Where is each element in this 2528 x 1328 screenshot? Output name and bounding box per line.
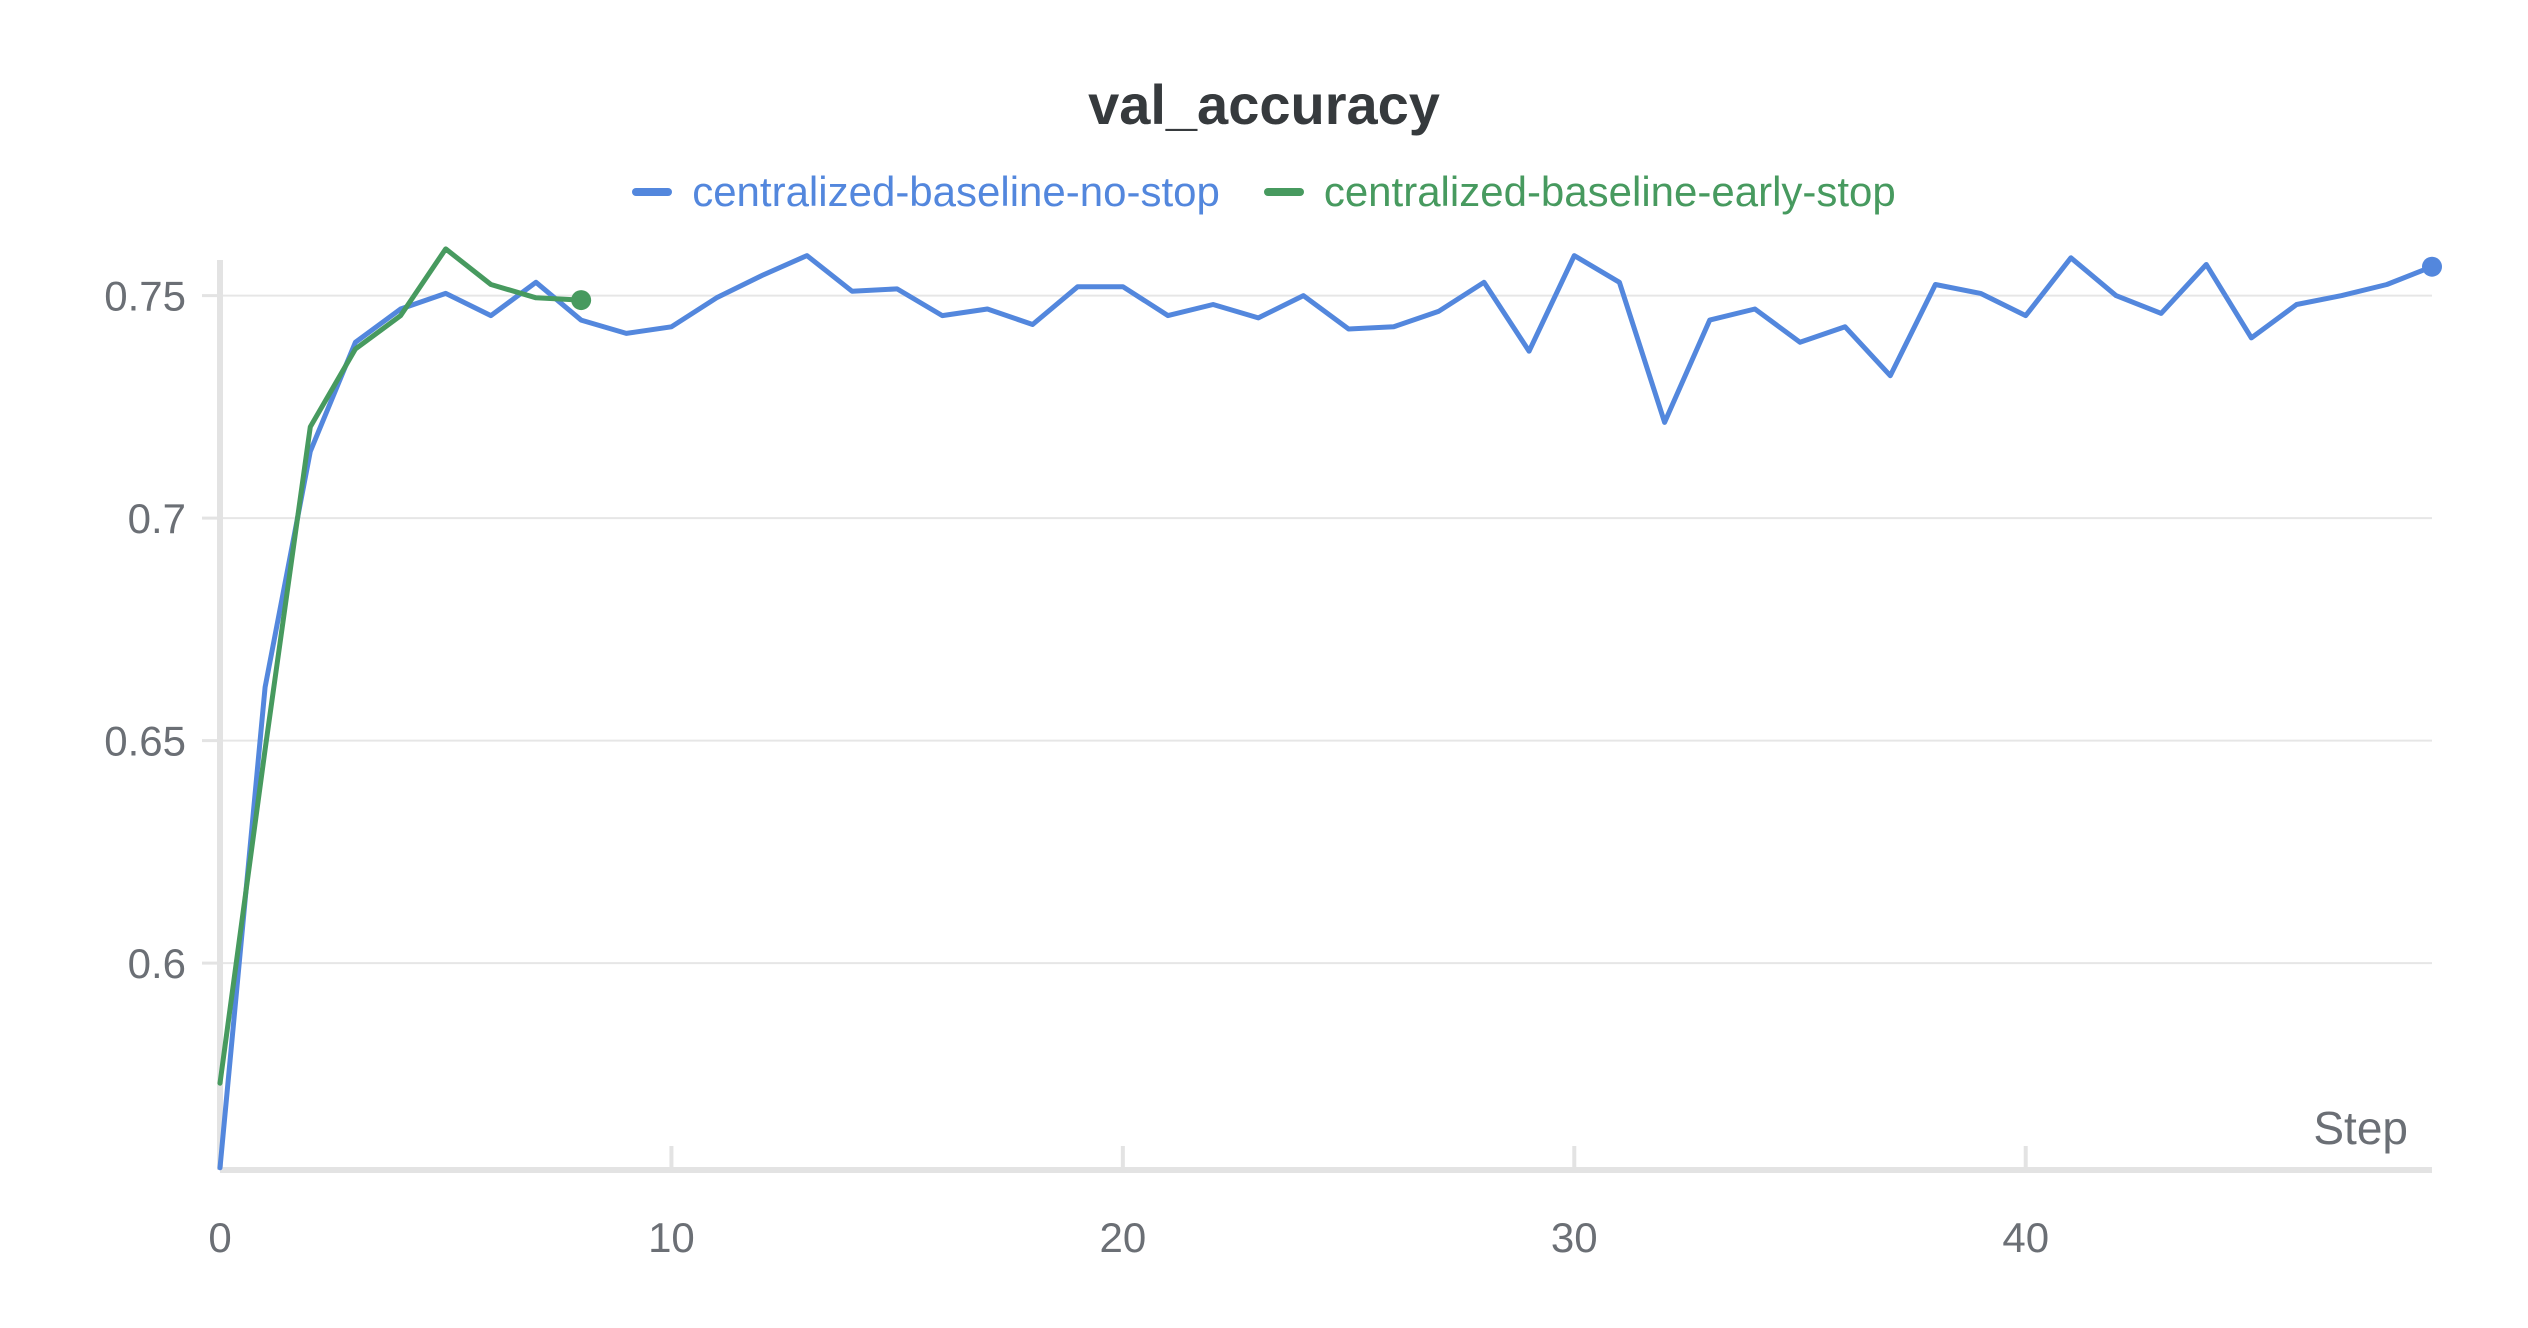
data-point[interactable] <box>759 273 765 279</box>
data-point[interactable] <box>714 295 720 301</box>
data-point[interactable] <box>1346 326 1352 332</box>
data-point[interactable] <box>488 281 494 287</box>
x-tick-label: 10 <box>648 1214 695 1261</box>
data-point[interactable] <box>307 424 313 430</box>
data-point[interactable] <box>398 313 404 319</box>
x-axis-title: Step <box>2313 1102 2408 1154</box>
data-point[interactable] <box>443 290 449 296</box>
data-point[interactable] <box>352 346 358 352</box>
series-line-1[interactable] <box>217 246 584 1086</box>
series-layer <box>217 246 2442 1171</box>
data-point[interactable] <box>668 324 674 330</box>
data-point[interactable] <box>2068 255 2074 261</box>
data-point[interactable] <box>1391 324 1397 330</box>
data-point[interactable] <box>894 286 900 292</box>
data-point[interactable] <box>1616 279 1622 285</box>
data-point[interactable] <box>2384 281 2390 287</box>
data-point[interactable] <box>262 746 268 752</box>
data-point[interactable] <box>1526 348 1532 354</box>
data-point[interactable] <box>2294 302 2300 308</box>
data-point[interactable] <box>2113 293 2119 299</box>
data-point[interactable] <box>1300 293 1306 299</box>
data-point[interactable] <box>804 253 810 259</box>
y-tick-label: 0.6 <box>128 940 186 987</box>
data-point[interactable] <box>1707 317 1713 323</box>
data-point[interactable] <box>1842 324 1848 330</box>
grid-layer <box>220 294 2432 965</box>
data-point[interactable] <box>1030 322 1036 328</box>
data-point[interactable] <box>1932 281 1938 287</box>
data-point[interactable] <box>578 317 584 323</box>
data-point[interactable] <box>1120 284 1126 290</box>
axis-layer <box>202 260 2432 1173</box>
data-point[interactable] <box>1571 253 1577 259</box>
data-point[interactable] <box>2203 261 2209 267</box>
series-end-marker[interactable] <box>571 290 592 311</box>
series-line-0[interactable] <box>217 253 2435 1171</box>
data-point[interactable] <box>2339 293 2345 299</box>
legend-item-early-stop[interactable]: centralized-baseline-early-stop <box>1263 168 1896 216</box>
data-point[interactable] <box>2158 310 2164 316</box>
data-point[interactable] <box>443 246 449 252</box>
data-point[interactable] <box>2248 335 2254 341</box>
y-tick-label: 0.7 <box>128 495 186 542</box>
legend-label-early-stop: centralized-baseline-early-stop <box>1323 168 1896 215</box>
label-layer: 0.6 0.65 0.7 0.75 0 10 20 30 40 Step <box>104 273 2408 1261</box>
x-tick-label: 30 <box>1551 1214 1598 1261</box>
legend-swatch-no-stop <box>632 188 673 196</box>
data-point[interactable] <box>1662 419 1668 425</box>
data-point[interactable] <box>1436 308 1442 314</box>
x-tick-label: 0 <box>208 1214 231 1261</box>
x-tick-label: 40 <box>2002 1214 2049 1261</box>
y-tick-label: 0.75 <box>104 273 186 320</box>
chart-title: val_accuracy <box>1088 73 1440 136</box>
data-point[interactable] <box>533 279 539 285</box>
data-point[interactable] <box>623 330 629 336</box>
data-point[interactable] <box>939 313 945 319</box>
legend-item-no-stop[interactable]: centralized-baseline-no-stop <box>632 168 1220 216</box>
data-point[interactable] <box>1978 290 1984 296</box>
data-point[interactable] <box>1481 279 1487 285</box>
data-point[interactable] <box>1165 313 1171 319</box>
data-point[interactable] <box>488 313 494 319</box>
legend-label-no-stop: centralized-baseline-no-stop <box>692 168 1220 215</box>
data-point[interactable] <box>1210 302 1216 308</box>
legend: centralized-baseline-no-stop centralized… <box>0 168 2528 216</box>
data-point[interactable] <box>984 306 990 312</box>
data-point[interactable] <box>1887 373 1893 379</box>
data-point[interactable] <box>1075 284 1081 290</box>
data-point[interactable] <box>1797 339 1803 345</box>
legend-swatch-early-stop <box>1263 188 1304 196</box>
x-tick-label: 20 <box>1099 1214 1146 1261</box>
data-point[interactable] <box>2023 313 2029 319</box>
data-point[interactable] <box>1255 315 1261 321</box>
y-tick-label: 0.65 <box>104 718 186 765</box>
data-point[interactable] <box>533 295 539 301</box>
data-point[interactable] <box>849 288 855 294</box>
data-point[interactable] <box>217 1080 223 1086</box>
data-point[interactable] <box>262 684 268 690</box>
data-point[interactable] <box>217 1165 223 1171</box>
data-point[interactable] <box>1752 306 1758 312</box>
series-end-marker[interactable] <box>2422 256 2442 277</box>
